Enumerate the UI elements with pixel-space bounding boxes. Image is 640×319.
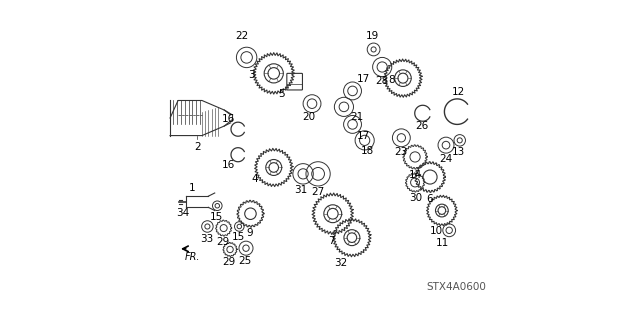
- Text: 11: 11: [436, 238, 449, 248]
- Text: 32: 32: [334, 258, 348, 268]
- Text: 17: 17: [356, 74, 370, 84]
- Text: STX4A0600: STX4A0600: [427, 282, 487, 292]
- Text: 19: 19: [366, 32, 380, 41]
- Text: 26: 26: [415, 121, 429, 131]
- Text: 24: 24: [440, 154, 452, 164]
- Text: 4: 4: [251, 174, 258, 184]
- Text: 14: 14: [409, 170, 422, 180]
- Text: 10: 10: [430, 226, 443, 236]
- Text: 7: 7: [328, 236, 335, 246]
- Text: 25: 25: [239, 256, 252, 266]
- Text: 9: 9: [246, 228, 253, 238]
- Text: 20: 20: [302, 112, 316, 122]
- Text: 8: 8: [388, 75, 395, 85]
- Text: 33: 33: [200, 234, 213, 243]
- Text: 17: 17: [356, 131, 370, 141]
- Text: 29: 29: [223, 257, 236, 267]
- Text: 22: 22: [236, 31, 248, 41]
- Text: 3: 3: [248, 70, 255, 80]
- Text: 15: 15: [210, 212, 223, 222]
- Text: 13: 13: [452, 147, 465, 157]
- Text: 27: 27: [312, 187, 324, 197]
- Text: 2: 2: [194, 142, 200, 152]
- Text: 28: 28: [376, 76, 389, 86]
- Text: 15: 15: [232, 232, 245, 242]
- Text: 23: 23: [395, 147, 408, 157]
- Text: 30: 30: [409, 193, 422, 203]
- Text: 1: 1: [189, 183, 196, 193]
- Text: 12: 12: [452, 87, 465, 97]
- Text: 29: 29: [216, 237, 229, 247]
- Text: 18: 18: [361, 146, 374, 156]
- Text: 6: 6: [427, 194, 433, 204]
- Text: 34: 34: [176, 208, 189, 218]
- Text: FR.: FR.: [184, 252, 200, 262]
- Text: 16: 16: [221, 160, 235, 169]
- Text: 31: 31: [294, 185, 307, 195]
- Text: 16: 16: [221, 114, 235, 124]
- Text: 5: 5: [278, 89, 285, 99]
- Text: 21: 21: [350, 112, 364, 122]
